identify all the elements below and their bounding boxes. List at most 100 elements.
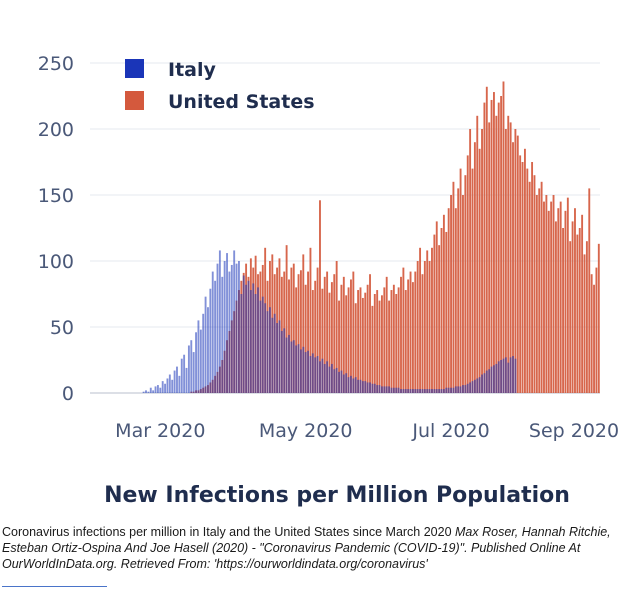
united-states-bar	[388, 300, 391, 393]
italy-bar	[450, 387, 452, 393]
italy-bar	[388, 386, 391, 393]
united-states-bar	[545, 195, 548, 393]
united-states-bar	[295, 287, 298, 393]
italy-bar	[254, 294, 257, 393]
united-states-bar	[562, 228, 564, 393]
united-states-bar	[373, 294, 376, 393]
united-states-bar	[359, 287, 362, 393]
italy-bar	[261, 296, 264, 393]
italy-bar	[400, 389, 402, 393]
italy-bar	[457, 386, 460, 393]
united-states-bar	[454, 208, 457, 393]
italy-bar	[292, 340, 295, 393]
italy-bar	[314, 357, 317, 393]
united-states-bar	[319, 200, 321, 393]
united-states-bar	[497, 102, 500, 393]
united-states-bar	[516, 135, 519, 393]
united-states-bar	[407, 279, 410, 393]
united-states-bar	[297, 274, 300, 393]
united-states-bar	[400, 276, 402, 393]
united-states-bar	[414, 271, 417, 393]
x-tick-label: Sep 2020	[529, 420, 619, 442]
united-states-bar	[364, 292, 367, 393]
united-states-bar	[469, 129, 472, 393]
italy-bar	[402, 389, 405, 393]
united-states-bar	[431, 247, 433, 393]
united-states-bar	[495, 115, 498, 394]
italy-bar	[419, 389, 422, 393]
italy-bar	[428, 389, 431, 393]
united-states-bar	[395, 294, 398, 393]
united-states-bar	[323, 276, 326, 393]
italy-bar	[307, 350, 309, 393]
united-states-bar	[335, 261, 338, 393]
united-states-bar	[512, 142, 514, 393]
italy-bar	[295, 345, 298, 393]
x-axis-ticks: Mar 2020 May 2020 Jul 2020 Sep 2020	[115, 420, 619, 442]
italy-bar	[321, 358, 324, 393]
united-states-bar	[590, 274, 593, 393]
united-states-bar	[485, 86, 488, 393]
italy-bar	[328, 366, 331, 393]
italy-bar	[438, 389, 441, 393]
italy-bar	[366, 382, 369, 393]
italy-bar	[454, 386, 457, 393]
italy-bar	[478, 377, 481, 393]
italy-bar	[352, 378, 355, 393]
united-states-bar	[488, 122, 491, 394]
united-states-bar	[366, 284, 369, 393]
italy-bar	[240, 294, 243, 393]
united-states-bar	[378, 300, 381, 393]
y-axis-ticks: 0 50 100 150 200 250	[38, 53, 74, 405]
italy-bar	[280, 330, 283, 393]
italy-bar	[326, 361, 329, 393]
united-states-bar	[309, 247, 312, 393]
italy-bar	[176, 366, 178, 393]
united-states-bar	[504, 129, 507, 393]
italy-bar	[421, 389, 424, 393]
italy-bar	[471, 381, 474, 393]
italy-bar	[180, 358, 183, 393]
united-states-bar	[478, 148, 481, 393]
legend-swatch-italy	[125, 59, 144, 78]
united-states-bar	[593, 284, 595, 393]
united-states-bar	[438, 245, 441, 393]
italy-bar	[311, 353, 314, 393]
united-states-bar	[459, 168, 462, 393]
italy-bar	[502, 358, 505, 393]
italy-bar	[266, 311, 269, 393]
united-states-bar	[290, 267, 293, 393]
united-states-bar	[514, 129, 517, 393]
italy-bar	[145, 390, 147, 393]
united-states-bar	[338, 300, 340, 393]
united-states-bar	[376, 290, 379, 393]
united-states-bar	[574, 208, 576, 393]
italy-bar	[195, 332, 197, 393]
italy-bar	[288, 334, 290, 393]
italy-bar	[166, 378, 169, 393]
italy-bar	[209, 288, 212, 393]
united-states-bar	[390, 290, 393, 393]
italy-bar	[299, 349, 302, 393]
italy-bar	[276, 323, 279, 393]
italy-bar	[373, 383, 376, 393]
united-states-bar	[557, 208, 560, 393]
united-states-bar	[409, 271, 412, 393]
united-states-bar	[552, 195, 555, 393]
italy-bar	[383, 386, 386, 393]
italy-bar	[319, 361, 321, 393]
italy-bar	[409, 389, 412, 393]
italy-bar	[156, 385, 159, 393]
italy-bar	[469, 382, 472, 393]
united-states-bar	[581, 214, 584, 393]
united-states-bar	[342, 276, 345, 393]
united-states-bar	[528, 181, 531, 393]
legend-label-united-states: United States	[168, 91, 315, 113]
united-states-bar	[481, 129, 483, 393]
italy-bar	[483, 373, 486, 393]
italy-bar	[459, 386, 462, 393]
italy-bar	[364, 381, 367, 393]
united-states-bar	[314, 280, 317, 393]
italy-bar	[142, 391, 145, 393]
italy-bar	[414, 389, 417, 393]
